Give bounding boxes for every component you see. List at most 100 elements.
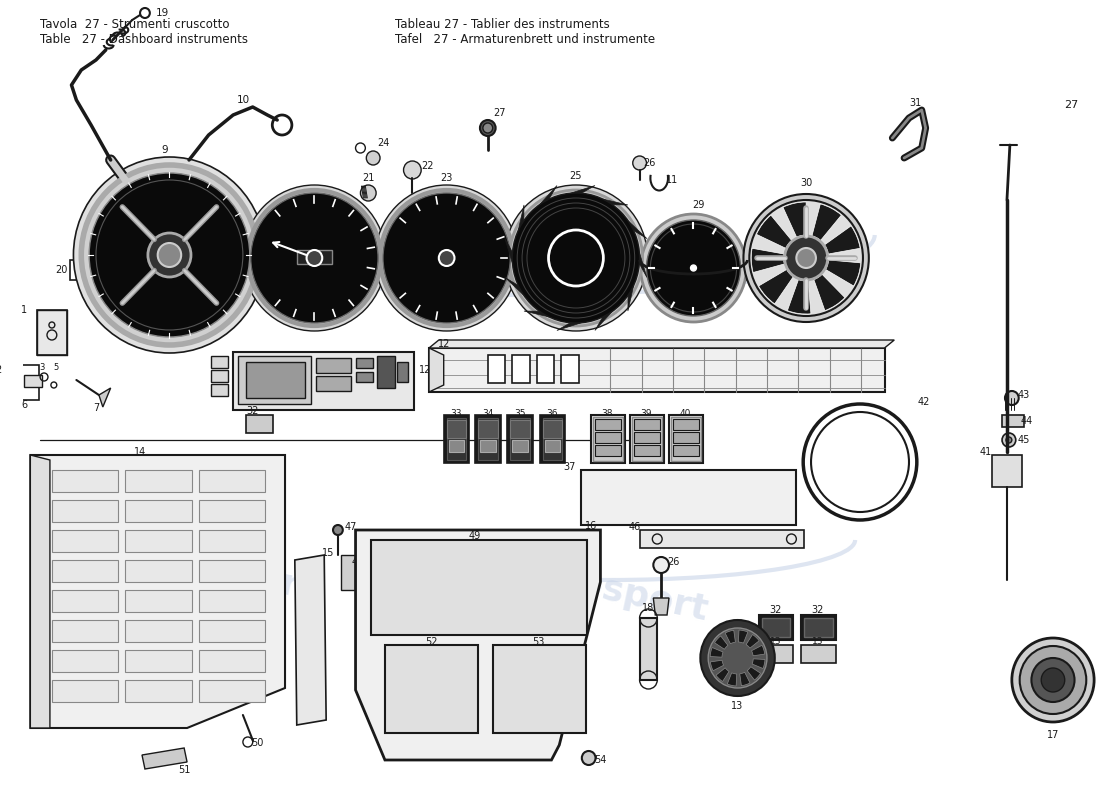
Circle shape: [749, 200, 864, 316]
Text: 7: 7: [92, 403, 99, 413]
Bar: [245, 362, 305, 398]
Text: Tavola  27 - Strumenti cruscotto: Tavola 27 - Strumenti cruscotto: [40, 18, 230, 31]
Text: 46: 46: [628, 522, 641, 532]
Bar: [478, 420, 497, 438]
Text: 220: 220: [266, 238, 280, 247]
Polygon shape: [295, 555, 327, 725]
Text: eurosport: eurosport: [509, 553, 712, 627]
Bar: [199, 470, 265, 492]
Bar: [52, 560, 119, 582]
Polygon shape: [31, 455, 50, 728]
Bar: [507, 415, 532, 463]
Polygon shape: [429, 348, 884, 392]
Wedge shape: [725, 630, 736, 644]
Text: 17: 17: [1047, 730, 1059, 740]
Circle shape: [1012, 638, 1094, 722]
Bar: [341, 555, 354, 590]
Text: 29: 29: [692, 200, 705, 210]
Text: 16: 16: [584, 521, 597, 531]
Bar: [595, 445, 621, 456]
Circle shape: [626, 486, 634, 494]
Bar: [544, 440, 560, 452]
Circle shape: [640, 214, 747, 322]
Bar: [487, 355, 505, 383]
Circle shape: [157, 243, 182, 267]
Text: 26: 26: [644, 158, 656, 168]
Bar: [371, 540, 586, 635]
Bar: [510, 420, 530, 438]
Text: 10: 10: [236, 95, 250, 105]
Text: 45: 45: [1018, 435, 1030, 445]
Text: 9: 9: [660, 263, 664, 273]
Text: 27: 27: [493, 108, 506, 118]
Text: 32: 32: [770, 605, 782, 615]
Text: 40: 40: [680, 409, 691, 418]
Text: 80: 80: [334, 290, 344, 299]
Bar: [673, 419, 700, 430]
Text: 20: 20: [282, 288, 290, 297]
Text: 3: 3: [722, 263, 727, 273]
Text: eurosport: eurosport: [146, 227, 350, 302]
Polygon shape: [571, 186, 595, 194]
Text: 49: 49: [469, 531, 481, 541]
Bar: [542, 418, 562, 460]
Bar: [199, 680, 265, 702]
Circle shape: [596, 486, 604, 494]
Wedge shape: [752, 659, 764, 669]
Bar: [317, 376, 351, 391]
Circle shape: [361, 185, 376, 201]
Polygon shape: [557, 322, 582, 330]
Bar: [199, 620, 265, 642]
Wedge shape: [746, 634, 759, 648]
Bar: [52, 620, 119, 642]
Text: 41: 41: [980, 447, 992, 457]
Circle shape: [147, 233, 191, 277]
Text: 54: 54: [594, 755, 606, 765]
Bar: [595, 419, 621, 430]
Wedge shape: [711, 647, 723, 657]
Text: 13: 13: [732, 701, 744, 711]
Text: 80: 80: [468, 217, 476, 226]
Bar: [233, 352, 415, 410]
Bar: [210, 370, 228, 382]
Text: 240: 240: [263, 250, 277, 258]
Text: 180: 180: [293, 211, 307, 220]
Circle shape: [1042, 668, 1065, 692]
Text: 200: 200: [274, 225, 288, 234]
Bar: [238, 356, 311, 404]
Wedge shape: [738, 630, 748, 643]
Text: 40: 40: [453, 297, 463, 306]
Bar: [639, 618, 657, 680]
Text: 25: 25: [570, 171, 582, 181]
Text: 33: 33: [451, 409, 462, 418]
Wedge shape: [751, 646, 764, 656]
Bar: [639, 530, 804, 548]
Circle shape: [89, 173, 250, 337]
Bar: [673, 432, 700, 443]
Bar: [125, 470, 192, 492]
Bar: [542, 420, 562, 438]
Text: 39: 39: [640, 409, 652, 418]
Circle shape: [1002, 433, 1015, 447]
Wedge shape: [814, 274, 845, 310]
Wedge shape: [826, 260, 861, 286]
Text: 13: 13: [770, 638, 781, 646]
Bar: [37, 310, 67, 355]
Text: 100: 100: [349, 269, 363, 278]
Text: 35: 35: [515, 409, 526, 418]
Bar: [449, 440, 464, 452]
Bar: [634, 419, 660, 430]
Text: 43: 43: [1018, 390, 1030, 400]
Bar: [480, 440, 496, 452]
Text: 2: 2: [0, 365, 1, 375]
Circle shape: [439, 250, 454, 266]
Text: 9: 9: [162, 145, 168, 155]
Polygon shape: [539, 186, 557, 205]
Circle shape: [81, 165, 257, 345]
Text: 26: 26: [668, 557, 680, 567]
Text: 34: 34: [482, 409, 494, 418]
Bar: [759, 645, 793, 663]
Circle shape: [656, 486, 663, 494]
Text: 48: 48: [351, 557, 364, 567]
Bar: [317, 358, 351, 373]
